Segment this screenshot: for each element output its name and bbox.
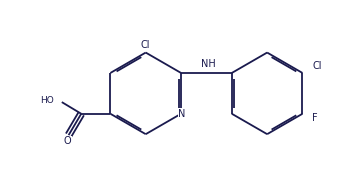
- Text: NH: NH: [201, 59, 216, 69]
- Text: HO: HO: [40, 96, 54, 105]
- Text: O: O: [64, 136, 71, 146]
- Text: Cl: Cl: [312, 61, 322, 71]
- Text: F: F: [312, 113, 318, 123]
- Text: N: N: [178, 109, 186, 119]
- Text: Cl: Cl: [141, 40, 151, 50]
